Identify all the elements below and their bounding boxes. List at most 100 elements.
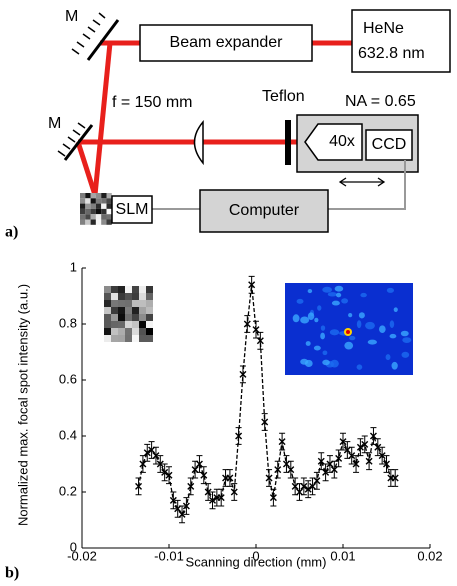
computer-label: Computer <box>229 202 300 219</box>
pixel <box>125 314 132 321</box>
pixel <box>139 321 146 328</box>
speckle <box>357 320 362 328</box>
pixel <box>104 286 111 293</box>
speckle <box>317 305 321 310</box>
speckle <box>390 334 397 339</box>
speckle <box>368 340 377 345</box>
pixel <box>104 328 111 335</box>
pixel <box>111 321 118 328</box>
heatmap-inset <box>285 283 413 375</box>
pixel <box>104 335 111 342</box>
pixel <box>125 321 132 328</box>
speckle <box>308 289 312 293</box>
x-tick-label: 0.02 <box>417 548 442 563</box>
pixel <box>146 307 153 314</box>
pixel <box>146 321 153 328</box>
pixel <box>111 335 118 342</box>
pixel <box>111 314 118 321</box>
speckle <box>320 333 325 340</box>
pixel <box>111 328 118 335</box>
speckle <box>365 322 375 330</box>
mirror-label: M <box>48 115 61 132</box>
pixel <box>146 300 153 307</box>
pixel <box>96 204 101 209</box>
pixel <box>107 204 112 209</box>
pixel <box>91 214 96 219</box>
y-tick-label: 0.2 <box>59 483 77 498</box>
pixel <box>101 193 106 198</box>
pixel <box>96 214 101 219</box>
pixel <box>107 193 112 198</box>
pixel <box>85 214 90 219</box>
pixel <box>125 286 132 293</box>
x-tick-label: -0.01 <box>154 548 184 563</box>
slm-label: SLM <box>116 201 149 218</box>
pixel <box>91 220 96 225</box>
speckle <box>323 350 328 355</box>
pixel <box>125 307 132 314</box>
speckle <box>297 299 304 304</box>
pixel <box>96 198 101 203</box>
x-tick-label: 0 <box>252 548 259 563</box>
pixel <box>85 209 90 214</box>
pixel <box>107 209 112 214</box>
pixel <box>80 204 85 209</box>
pixel <box>96 209 101 214</box>
pixel <box>118 300 125 307</box>
pixel <box>111 293 118 300</box>
y-tick-label: 0.6 <box>59 371 77 386</box>
speckle <box>392 362 398 370</box>
panel-label: a) <box>5 224 18 241</box>
pixel <box>85 193 90 198</box>
x-tick-label: 0.01 <box>330 548 355 563</box>
pixel <box>132 314 139 321</box>
speckle <box>386 354 391 360</box>
speckle <box>348 313 352 317</box>
pixel <box>139 307 146 314</box>
pixel <box>80 198 85 203</box>
pixel <box>91 198 96 203</box>
pixel <box>104 300 111 307</box>
pixel <box>91 193 96 198</box>
speckle <box>336 293 341 298</box>
pixel <box>118 335 125 342</box>
y-tick-label: 0.4 <box>59 427 77 442</box>
speckle <box>330 360 339 368</box>
speckle <box>305 360 313 367</box>
ccd-label: CCD <box>372 136 407 153</box>
pixel <box>118 328 125 335</box>
pixel <box>107 220 112 225</box>
speckle <box>330 329 339 335</box>
pixel <box>146 293 153 300</box>
speckle <box>344 342 353 350</box>
speckle <box>357 364 363 369</box>
pixel <box>125 328 132 335</box>
speckle <box>322 287 332 293</box>
pixel <box>85 204 90 209</box>
pixel <box>146 335 153 342</box>
pixel <box>101 214 106 219</box>
speckle <box>300 317 309 324</box>
pixel <box>139 335 146 342</box>
slm-pattern <box>80 193 112 225</box>
pixel <box>132 307 139 314</box>
translation-arrow <box>340 178 384 186</box>
lens <box>195 122 204 163</box>
pixel <box>91 204 96 209</box>
pixel <box>104 293 111 300</box>
pixel <box>80 214 85 219</box>
pixel <box>118 307 125 314</box>
pixel <box>96 220 101 225</box>
pixel <box>125 300 132 307</box>
pixel <box>125 335 132 342</box>
speckle <box>322 360 330 366</box>
pixel <box>132 328 139 335</box>
pixel <box>107 198 112 203</box>
speckle <box>349 336 355 340</box>
pixel <box>101 204 106 209</box>
panel-label: b) <box>5 565 19 581</box>
pixel <box>111 300 118 307</box>
pixel <box>139 328 146 335</box>
pixel <box>132 321 139 328</box>
pixel <box>139 293 146 300</box>
